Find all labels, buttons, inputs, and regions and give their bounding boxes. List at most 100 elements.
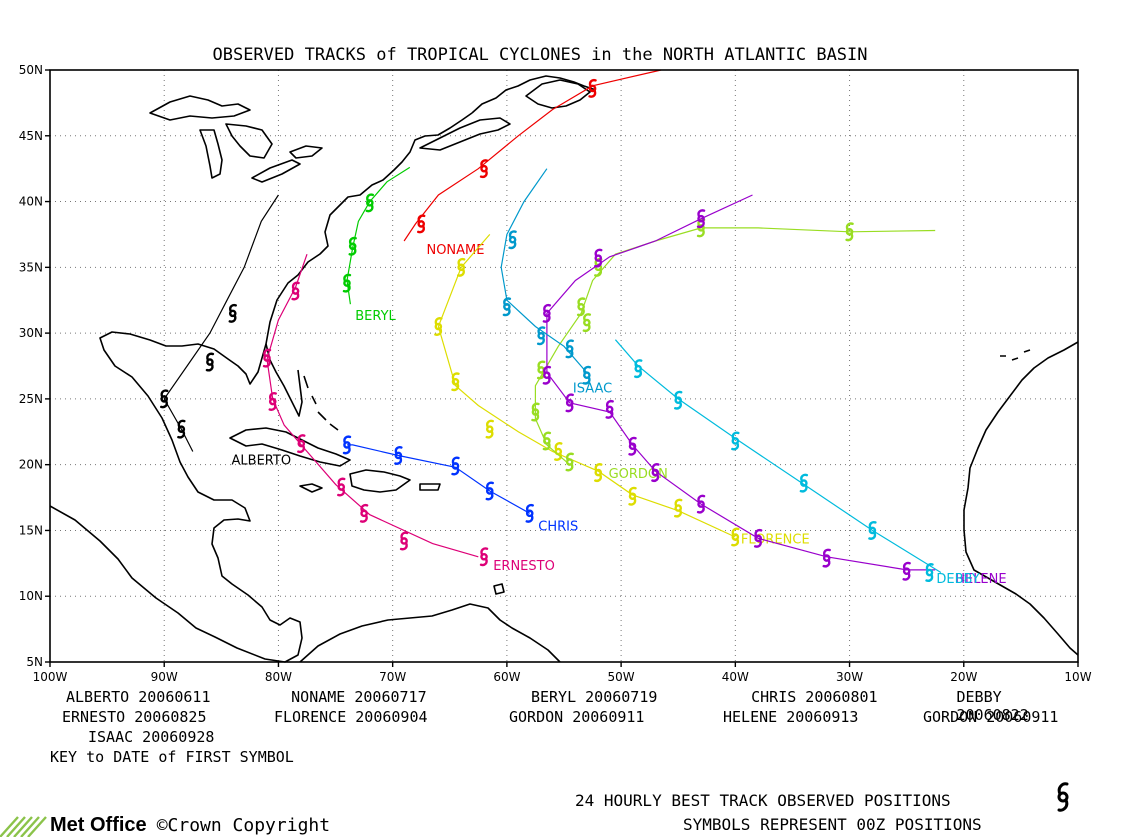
lake-ontario <box>289 145 323 159</box>
storm-noname: NONAME <box>403 69 662 258</box>
hurricane-symbol <box>342 435 352 455</box>
storm-label: CHRIS <box>538 519 578 534</box>
storm-helene: HELENE <box>542 194 1007 587</box>
coastline-africa <box>963 341 1079 656</box>
lat-tick-label: 30N <box>19 326 43 340</box>
lon-tick-label: 70W <box>379 670 406 684</box>
hurricane-symbol <box>337 477 346 497</box>
hurricane-symbol <box>262 348 272 368</box>
hurricane-symbol <box>651 463 660 482</box>
map-frame <box>49 69 1079 663</box>
storm-label: HELENE <box>955 572 1006 587</box>
lat-tick-label: 15N <box>19 523 43 537</box>
hurricane-symbol <box>731 527 740 547</box>
hurricane-symbol <box>582 365 592 385</box>
hurricane-symbol <box>753 528 763 548</box>
hurricane-symbol <box>674 390 683 410</box>
hurricane-symbol <box>588 78 597 98</box>
hurricane-symbol <box>542 365 552 385</box>
lon-tick-label: 60W <box>493 670 520 684</box>
hurricane-symbol <box>542 303 552 323</box>
hurricane-symbol-icon <box>1057 782 1069 812</box>
storm-ernesto: ERNESTO <box>262 254 555 574</box>
hurricane-symbol <box>696 494 706 514</box>
lake-erie <box>251 159 301 183</box>
hurricane-symbol <box>394 446 403 465</box>
met-office-logo: Met Office ©Crown Copyright <box>0 812 330 838</box>
lake-superior <box>149 95 251 121</box>
coastline-nova-scotia <box>419 117 511 151</box>
hurricane-symbol <box>160 389 169 409</box>
storm-label: FLORENCE <box>741 533 810 548</box>
storm-alberto: ALBERTO <box>160 194 291 469</box>
storm-tracks: ALBERTONONAMEBERYLCHRISERNESTOFLORENCEGO… <box>160 69 1007 587</box>
hurricane-symbol <box>228 303 237 323</box>
storm-label: ISAAC <box>573 381 612 396</box>
key-entry: NONAME 20060717 <box>291 688 427 706</box>
hurricane-symbol <box>565 393 574 413</box>
hurricane-symbol <box>565 339 574 359</box>
hurricane-symbol <box>479 547 489 567</box>
key-entry: BERYL 20060719 <box>530 688 658 706</box>
hurricane-symbol <box>268 392 277 411</box>
storm-label: BERYL <box>355 309 396 324</box>
lon-tick-label: 30W <box>836 670 863 684</box>
lat-tick-label: 40N <box>19 195 43 209</box>
key-table: ALBERTO 20060611 NONAME 20060717 BERYL 2… <box>50 688 1080 770</box>
hurricane-symbol <box>554 442 563 461</box>
hurricane-symbol <box>359 503 369 523</box>
storm-debby: DEBBY <box>614 339 980 587</box>
key-row: ALBERTO 20060611 NONAME 20060717 BERYL 2… <box>50 688 1080 724</box>
key-entry: ALBERTO 20060611 <box>66 688 211 706</box>
hurricane-symbol <box>628 486 637 506</box>
hurricane-symbol <box>399 531 409 551</box>
lon-tick-label: 80W <box>265 670 292 684</box>
hurricane-symbol <box>822 548 831 568</box>
hurricane-symbol <box>451 372 460 392</box>
coastlines <box>49 75 1079 663</box>
hurricane-symbol <box>799 473 809 493</box>
key-entry: DEBBY 20060822 <box>956 688 1029 724</box>
hurricane-symbol <box>634 359 643 379</box>
track-line <box>437 234 736 538</box>
hurricane-symbol <box>502 297 512 317</box>
hurricane-symbol <box>628 436 637 456</box>
logo-text: Met Office <box>50 813 147 836</box>
hurricane-symbol <box>902 561 911 581</box>
lake-huron <box>225 123 273 159</box>
hurricane-symbol <box>542 431 552 451</box>
lat-tick-label: 25N <box>19 392 43 406</box>
hurricane-symbol <box>479 159 489 179</box>
hurricane-symbol <box>594 463 603 482</box>
key-entry: CHRIS 20060801 <box>751 688 878 706</box>
lake-michigan <box>199 129 223 179</box>
coastline-newfoundland <box>525 79 591 109</box>
key-entry: GORDON 20060911 <box>923 708 1059 726</box>
track-line <box>347 444 530 514</box>
track-line <box>403 69 662 242</box>
key-entry: ISAAC 20060928 <box>88 728 215 746</box>
lat-tick-label: 10N <box>19 589 43 603</box>
key-entry: HELENE 20060913 <box>723 708 859 726</box>
copyright-text: ©Crown Copyright <box>156 814 331 836</box>
track-line <box>266 254 479 558</box>
key-caption: KEY to DATE of FIRST SYMBOL <box>50 748 294 766</box>
axis-ticks: 100W 90W 80W 70W 60W 50W 40W 30W 20W 10W 5N 10N 15N 2… <box>19 63 1092 684</box>
key-entry: GORDON 20060911 <box>509 708 645 726</box>
track-line <box>346 166 411 305</box>
hurricane-symbol <box>525 503 534 523</box>
lat-tick-label: 35N <box>19 260 43 274</box>
hurricane-symbol <box>508 230 517 250</box>
hurricane-symbol <box>365 193 375 213</box>
track-line <box>163 194 279 452</box>
islands-canary <box>1000 349 1031 361</box>
lon-tick-label: 40W <box>722 670 749 684</box>
footer-line-1: 24 HOURLY BEST TRACK OBSERVED POSITIONS <box>575 791 951 810</box>
key-row: ERNESTO 20060825 FLORENCE 20060904 GORDO… <box>50 708 1080 728</box>
hurricane-symbol <box>674 498 683 518</box>
storm-isaac: ISAAC <box>500 168 612 396</box>
map-title: OBSERVED TRACKS of TROPICAL CYCLONES in … <box>212 45 867 65</box>
hurricane-symbol <box>342 273 352 293</box>
lat-tick-label: 50N <box>19 63 43 77</box>
track-line <box>534 227 936 466</box>
